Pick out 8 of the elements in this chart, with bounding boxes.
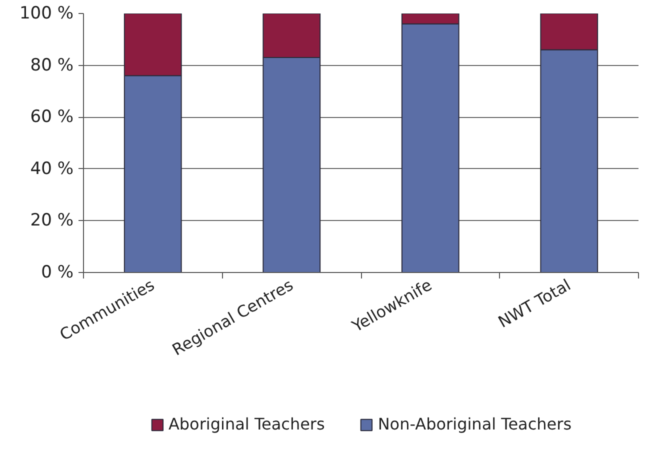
- y-tick-label: 100 %: [19, 4, 74, 24]
- legend-label: Aboriginal Teachers: [168, 414, 325, 434]
- legend-label: Non-Aboriginal Teachers: [378, 414, 572, 434]
- y-tick-label: 40 %: [30, 158, 74, 179]
- y-tick-label: 80 %: [30, 55, 74, 76]
- y-tick-label: 0 %: [41, 262, 74, 282]
- y-tick-label: 20 %: [30, 210, 74, 231]
- y-tick-label: 60 %: [30, 107, 74, 128]
